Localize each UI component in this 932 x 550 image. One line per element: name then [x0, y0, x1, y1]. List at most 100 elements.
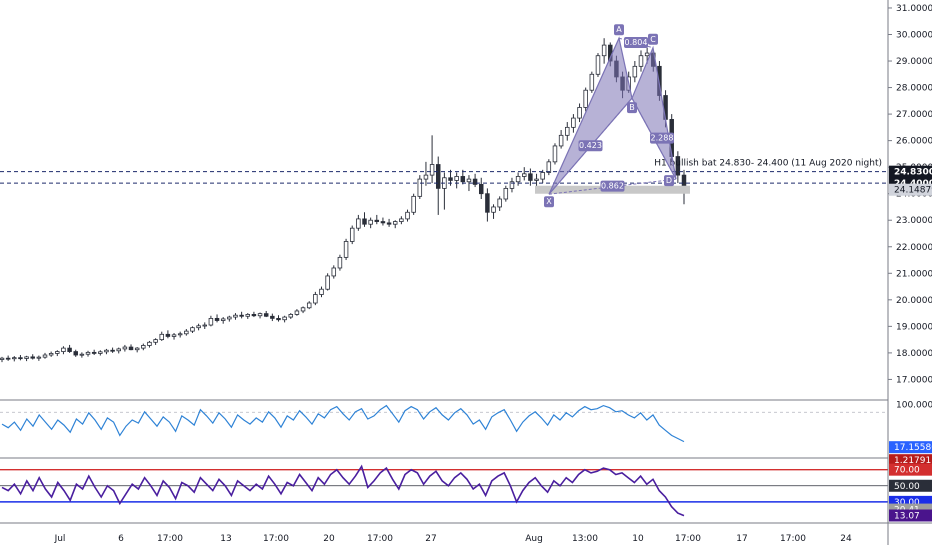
- x-tick-label: 13:00: [572, 534, 598, 544]
- ind2-level-badge: [889, 479, 932, 492]
- candle-body: [386, 222, 392, 225]
- ind2-badge: [889, 509, 932, 522]
- candles: [0, 38, 687, 363]
- candle-body: [288, 314, 294, 318]
- ind2-series-line: [1, 464, 685, 517]
- ind2-level-label: 50.00: [894, 482, 920, 492]
- indicator-1-panel[interactable]: [0, 404, 888, 443]
- y-tick-label: 21.00000: [896, 269, 932, 279]
- x-tick-label: Aug: [525, 534, 543, 544]
- candle-body: [67, 347, 72, 352]
- candle-body: [306, 302, 312, 309]
- ind2-badge-label: 13.07: [894, 512, 920, 522]
- x-tick-label: 17: [736, 534, 747, 544]
- candle-body: [392, 221, 398, 225]
- candle-body: [85, 351, 91, 355]
- pattern-point-badge: [627, 102, 637, 114]
- y-tick-label: 28.00000: [896, 84, 932, 94]
- candle-body: [134, 347, 140, 351]
- candle-body: [313, 294, 318, 304]
- pattern-point-badge: [614, 24, 624, 36]
- x-tick-label: 27: [425, 534, 436, 544]
- candle-body: [184, 330, 189, 335]
- y-tick-label: 30.00000: [896, 30, 932, 40]
- candle-body: [454, 176, 459, 181]
- candle-body: [319, 288, 324, 295]
- candle-body: [190, 327, 195, 332]
- candle-body: [411, 195, 416, 213]
- y-tick-label: 17.00000: [896, 375, 932, 385]
- candle-body: [36, 356, 42, 359]
- candle-body: [128, 346, 134, 351]
- pattern-ratio-label: 2.288: [651, 134, 674, 143]
- candle-body: [405, 211, 410, 220]
- candle-body: [534, 178, 539, 181]
- x-tick-label: 20: [323, 534, 335, 544]
- ind1-badge-label: 17.15580: [894, 443, 932, 453]
- candle-body: [177, 333, 183, 336]
- candle-body: [233, 314, 238, 318]
- pattern-point-label: D: [666, 176, 672, 185]
- candle-body: [98, 351, 103, 354]
- candle-body: [116, 348, 121, 352]
- candle-body: [208, 317, 214, 326]
- candle-body: [91, 351, 97, 354]
- candle-body: [356, 218, 361, 229]
- candle-body: [460, 176, 466, 183]
- indicator-2-panel[interactable]: [0, 464, 888, 517]
- harmonic-pattern: X A B C D 0.423 0.804 2.288 0.862: [544, 24, 677, 208]
- pattern-ratio-label: 0.804: [625, 38, 648, 47]
- candle-body: [638, 55, 644, 67]
- candle-body: [325, 275, 330, 290]
- last-price-label: 24.14879: [894, 186, 932, 196]
- candle-body: [5, 357, 11, 360]
- candle-body: [540, 172, 545, 180]
- candle-body: [675, 156, 681, 176]
- price-panel[interactable]: H1 bullish bat 24.830- 24.400 (11 Aug 20…: [0, 24, 888, 363]
- candle-body: [245, 314, 251, 317]
- candle-body: [558, 134, 564, 147]
- candle-body: [509, 181, 515, 189]
- y-tick-label: 22.00000: [896, 243, 932, 253]
- pattern-ratio-line: [548, 97, 633, 195]
- candle-body: [478, 184, 484, 195]
- candle-body: [515, 176, 521, 183]
- ind1-badge: [889, 441, 932, 454]
- pattern-ratio-badge: [650, 132, 674, 144]
- candle-body: [331, 267, 337, 277]
- pattern-point-label: B: [629, 103, 635, 112]
- candle-body: [24, 356, 29, 359]
- level-badge-label: 24.83000: [894, 168, 932, 178]
- candle-body: [159, 333, 164, 341]
- candle-body: [491, 206, 496, 213]
- candle-body: [227, 316, 232, 320]
- pattern-point-badge: [648, 33, 658, 45]
- candle-body: [448, 177, 453, 181]
- x-tick-label: 6: [118, 534, 124, 544]
- ind1-series-line: [1, 404, 685, 443]
- candle-body: [300, 307, 306, 312]
- y-tick-label: 27.00000: [896, 110, 932, 120]
- pattern-ratio-badge: [578, 140, 603, 152]
- candle-body: [239, 314, 244, 317]
- candle-body: [147, 341, 152, 346]
- pattern-point-label: C: [650, 35, 656, 44]
- x-tick-label: 17:00: [780, 534, 806, 544]
- last-price-badge: [889, 183, 932, 196]
- y-tick-label: 23.00000: [896, 216, 932, 226]
- ind2-level-badge: [889, 463, 932, 476]
- candle-body: [73, 351, 78, 356]
- candle-body: [165, 333, 171, 337]
- candle-body: [368, 219, 373, 225]
- x-tick-label: Jul: [54, 534, 66, 544]
- x-tick-label: 13: [220, 534, 231, 544]
- x-tick-label: 10: [632, 534, 644, 544]
- candle-body: [362, 218, 367, 225]
- y-tick-label: 29.00000: [896, 57, 932, 67]
- candle-body: [583, 89, 588, 108]
- pattern-annotation: H1 bullish bat 24.830- 24.400 (11 Aug 20…: [654, 159, 882, 169]
- pattern-ratio-label: 0.862: [601, 182, 624, 191]
- candle-body: [589, 73, 595, 91]
